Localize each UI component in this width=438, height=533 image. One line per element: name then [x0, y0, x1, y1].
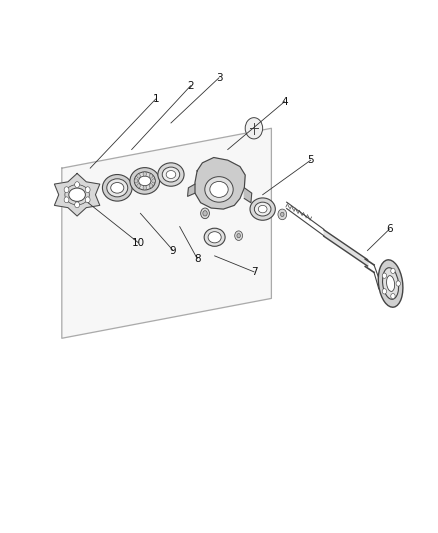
Circle shape — [382, 289, 387, 294]
Circle shape — [201, 208, 209, 219]
Circle shape — [281, 212, 284, 216]
Ellipse shape — [258, 205, 267, 213]
Ellipse shape — [208, 232, 221, 243]
Circle shape — [64, 197, 69, 203]
Ellipse shape — [205, 176, 233, 202]
Ellipse shape — [204, 228, 225, 246]
Text: 4: 4 — [281, 96, 288, 107]
Text: 10: 10 — [132, 238, 145, 247]
Text: 3: 3 — [215, 73, 223, 83]
Circle shape — [85, 197, 90, 203]
Circle shape — [203, 211, 207, 216]
Circle shape — [137, 174, 140, 178]
Ellipse shape — [158, 163, 184, 186]
Ellipse shape — [382, 268, 399, 300]
Ellipse shape — [378, 260, 403, 307]
Polygon shape — [187, 184, 195, 196]
Polygon shape — [244, 188, 252, 203]
Ellipse shape — [69, 188, 85, 201]
Text: 7: 7 — [251, 267, 257, 277]
Circle shape — [391, 268, 395, 273]
Polygon shape — [62, 128, 272, 338]
Ellipse shape — [250, 198, 276, 220]
Circle shape — [278, 209, 287, 220]
Ellipse shape — [166, 171, 176, 179]
Ellipse shape — [107, 179, 128, 197]
Circle shape — [75, 182, 80, 188]
Circle shape — [149, 174, 153, 178]
Circle shape — [152, 179, 155, 183]
Circle shape — [149, 184, 153, 188]
Ellipse shape — [139, 176, 151, 185]
Text: 8: 8 — [194, 254, 201, 263]
Ellipse shape — [387, 276, 395, 292]
Circle shape — [235, 231, 243, 240]
Circle shape — [382, 273, 387, 278]
Text: 9: 9 — [170, 246, 177, 255]
Ellipse shape — [111, 182, 124, 193]
Circle shape — [75, 202, 80, 208]
Circle shape — [391, 294, 395, 299]
Polygon shape — [54, 173, 100, 216]
Circle shape — [64, 187, 69, 192]
Circle shape — [143, 172, 147, 176]
Ellipse shape — [130, 167, 159, 194]
Circle shape — [137, 184, 140, 188]
Polygon shape — [195, 158, 245, 209]
Circle shape — [143, 185, 147, 190]
Ellipse shape — [134, 172, 155, 190]
Text: 5: 5 — [307, 155, 314, 165]
Text: 6: 6 — [386, 224, 392, 235]
Text: 1: 1 — [152, 94, 159, 104]
Circle shape — [134, 179, 138, 183]
Ellipse shape — [210, 181, 228, 197]
Ellipse shape — [102, 174, 132, 201]
Circle shape — [85, 187, 90, 192]
Text: 2: 2 — [187, 81, 194, 91]
Ellipse shape — [254, 202, 271, 216]
Circle shape — [396, 281, 400, 286]
Circle shape — [245, 118, 263, 139]
Ellipse shape — [162, 167, 180, 182]
Circle shape — [237, 233, 240, 238]
